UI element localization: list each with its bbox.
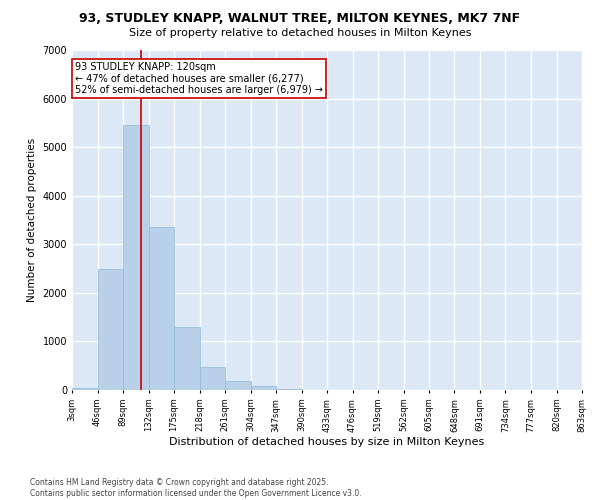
Text: Contains HM Land Registry data © Crown copyright and database right 2025.
Contai: Contains HM Land Registry data © Crown c… xyxy=(30,478,362,498)
Bar xyxy=(225,382,251,390)
Bar xyxy=(97,268,123,390)
Text: Size of property relative to detached houses in Milton Keynes: Size of property relative to detached ho… xyxy=(129,28,471,38)
Bar xyxy=(174,327,199,390)
Bar xyxy=(123,126,149,390)
Bar xyxy=(72,388,97,390)
Text: 93, STUDLEY KNAPP, WALNUT TREE, MILTON KEYNES, MK7 7NF: 93, STUDLEY KNAPP, WALNUT TREE, MILTON K… xyxy=(79,12,521,26)
Bar xyxy=(276,389,302,390)
Text: 93 STUDLEY KNAPP: 120sqm
← 47% of detached houses are smaller (6,277)
52% of sem: 93 STUDLEY KNAPP: 120sqm ← 47% of detach… xyxy=(75,62,323,96)
X-axis label: Distribution of detached houses by size in Milton Keynes: Distribution of detached houses by size … xyxy=(169,437,485,447)
Bar xyxy=(199,366,225,390)
Bar xyxy=(251,386,276,390)
Bar xyxy=(149,228,174,390)
Y-axis label: Number of detached properties: Number of detached properties xyxy=(27,138,37,302)
